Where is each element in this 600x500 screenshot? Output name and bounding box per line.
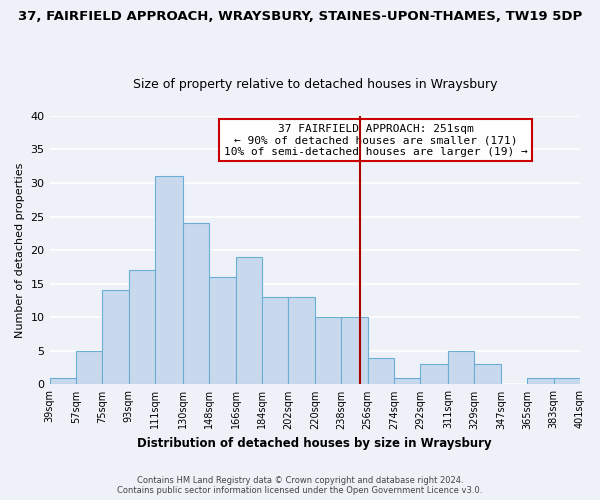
Bar bbox=[236, 257, 262, 384]
Bar bbox=[554, 378, 580, 384]
Bar bbox=[128, 270, 155, 384]
Text: 37 FAIRFIELD APPROACH: 251sqm
← 90% of detached houses are smaller (171)
10% of : 37 FAIRFIELD APPROACH: 251sqm ← 90% of d… bbox=[224, 124, 527, 157]
Bar bbox=[262, 297, 289, 384]
X-axis label: Distribution of detached houses by size in Wraysbury: Distribution of detached houses by size … bbox=[137, 437, 492, 450]
Bar bbox=[527, 378, 554, 384]
Bar bbox=[50, 378, 76, 384]
Bar bbox=[76, 351, 102, 384]
Bar bbox=[155, 176, 183, 384]
Bar bbox=[209, 277, 236, 384]
Bar bbox=[341, 318, 368, 384]
Bar bbox=[183, 223, 209, 384]
Bar bbox=[315, 318, 341, 384]
Bar bbox=[448, 351, 475, 384]
Bar bbox=[420, 364, 448, 384]
Title: Size of property relative to detached houses in Wraysbury: Size of property relative to detached ho… bbox=[133, 78, 497, 91]
Y-axis label: Number of detached properties: Number of detached properties bbox=[15, 162, 25, 338]
Bar bbox=[102, 290, 128, 384]
Bar bbox=[289, 297, 315, 384]
Text: 37, FAIRFIELD APPROACH, WRAYSBURY, STAINES-UPON-THAMES, TW19 5DP: 37, FAIRFIELD APPROACH, WRAYSBURY, STAIN… bbox=[18, 10, 582, 23]
Bar bbox=[394, 378, 420, 384]
Text: Contains HM Land Registry data © Crown copyright and database right 2024.
Contai: Contains HM Land Registry data © Crown c… bbox=[118, 476, 482, 495]
Bar bbox=[368, 358, 394, 384]
Bar bbox=[475, 364, 501, 384]
